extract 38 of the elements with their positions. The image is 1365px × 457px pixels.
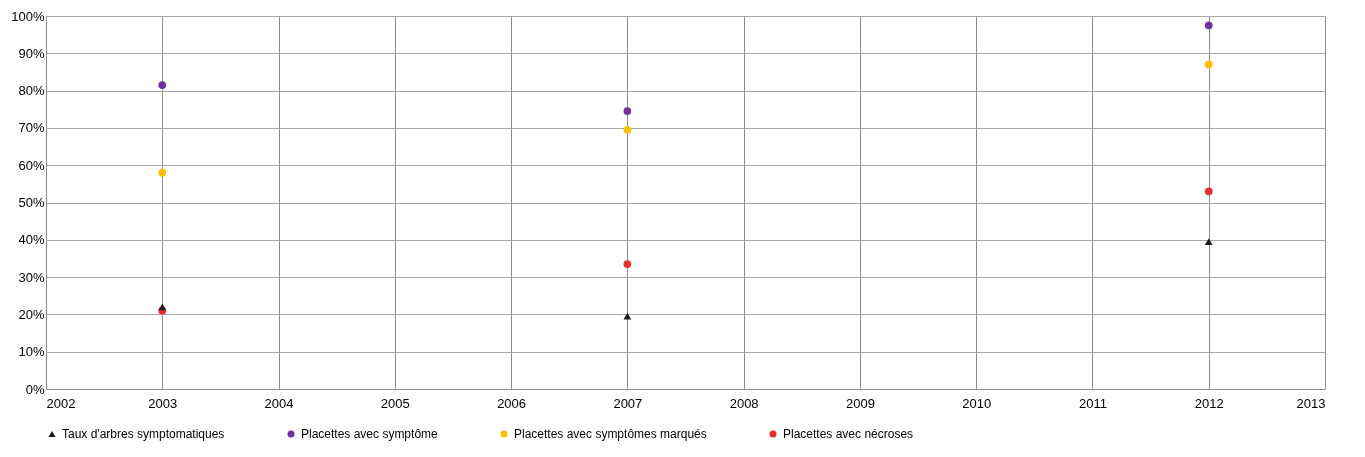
x-tick-label: 2013	[1296, 395, 1326, 411]
point	[1204, 187, 1213, 196]
x-tick-label: 2011	[1078, 395, 1107, 411]
x-tick-label: 2008	[729, 395, 759, 411]
x-tick-label: 2007	[613, 395, 643, 411]
x-tick-label: 2005	[380, 395, 410, 411]
x-tick-label: 2006	[497, 395, 527, 411]
y-tick-label: 10%	[18, 344, 45, 360]
y-tick-label: 30%	[18, 269, 45, 285]
legend-label: Placettes avec symptôme	[301, 427, 439, 441]
legend-label: Taux d'arbres symptomatiques	[62, 427, 225, 441]
point	[623, 260, 632, 268]
legend-label: Placettes avec nécroses	[783, 427, 914, 441]
y-tick-label: 50%	[18, 195, 45, 210]
point	[623, 312, 632, 320]
x-tick-label: 2002	[46, 395, 76, 411]
y-tick-label: 70%	[18, 120, 45, 136]
y-tick-label: 0%	[25, 381, 45, 397]
y-tick-label: 80%	[18, 83, 45, 99]
legend-label: Placettes avec symptômes marqués	[514, 427, 707, 441]
point	[623, 107, 632, 115]
y-tick-label: 100%	[11, 8, 45, 24]
point	[158, 168, 167, 177]
y-tick-label: 40%	[18, 232, 45, 248]
point	[623, 125, 632, 134]
x-tick-label: 2003	[148, 395, 178, 411]
point	[1204, 21, 1213, 30]
y-tick-label: 20%	[18, 306, 45, 322]
point	[1204, 60, 1213, 69]
point	[158, 303, 167, 311]
y-tick-label: 60%	[18, 157, 45, 173]
x-tick-label: 2004	[264, 395, 294, 411]
x-tick-label: 2010	[962, 395, 992, 411]
y-tick-label: 90%	[18, 45, 45, 61]
x-tick-label: 2012	[1194, 395, 1224, 411]
point	[158, 81, 167, 89]
x-tick-label: 2009	[845, 395, 875, 411]
point	[1204, 238, 1213, 246]
